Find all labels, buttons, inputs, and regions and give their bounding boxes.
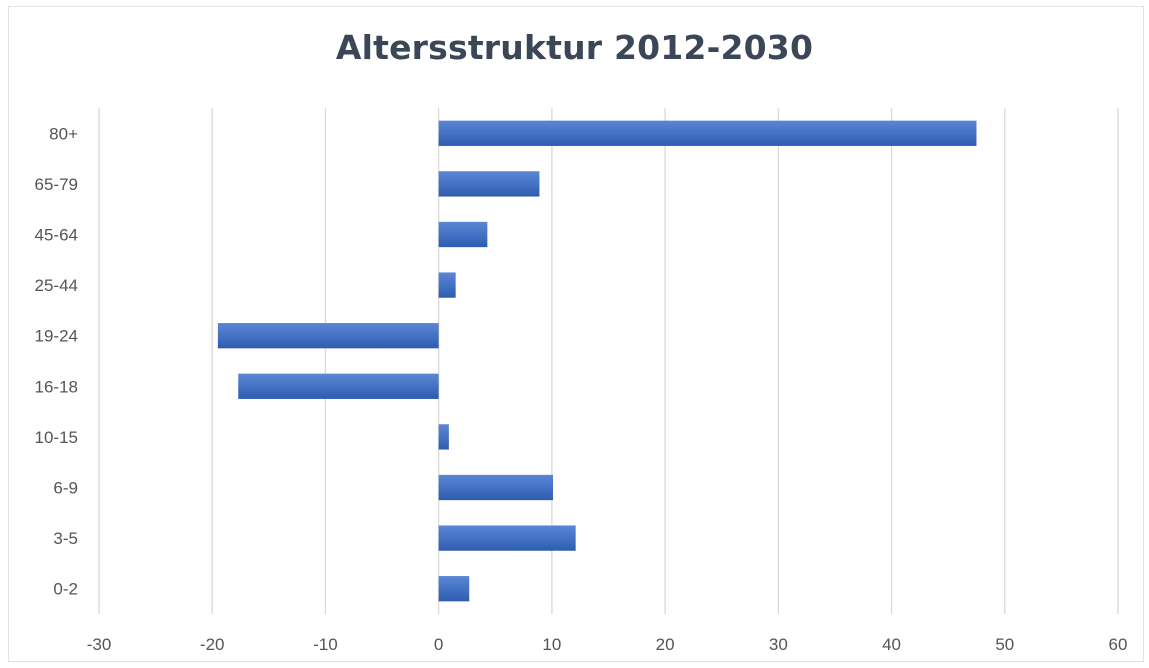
x-axis-labels: -30 -20 -10 0 10 20 30 40 50 60 <box>87 635 1128 654</box>
y-tick-label: 16-18 <box>35 377 78 396</box>
y-tick-label: 65-79 <box>35 175 78 194</box>
x-tick-label: 40 <box>882 635 901 654</box>
y-tick-label: 80+ <box>49 124 78 143</box>
chart-frame <box>8 6 1144 662</box>
y-tick-label: 6-9 <box>53 479 78 498</box>
y-axis-labels: 0-2 3-5 6-9 10-15 16-18 19-24 25-44 45-64 65-79 8… <box>35 124 79 598</box>
x-tick-label: -20 <box>200 635 225 654</box>
y-tick-label: 45-64 <box>35 226 78 245</box>
bar-16-18 <box>238 373 439 399</box>
x-tick-label: 30 <box>769 635 788 654</box>
x-tick-label: 50 <box>995 635 1014 654</box>
y-tick-label: 3-5 <box>53 529 78 548</box>
bar-0-2 <box>438 576 470 602</box>
x-tick-label: -30 <box>87 635 112 654</box>
bar-45-64 <box>438 221 488 248</box>
bar-3-5 <box>438 525 576 551</box>
bars <box>217 120 977 602</box>
x-tick-label: 10 <box>542 635 561 654</box>
y-tick-label: 25-44 <box>35 276 78 295</box>
x-tick-label: 20 <box>656 635 675 654</box>
bar-10-15 <box>438 424 449 450</box>
bar-65-79 <box>438 171 540 197</box>
bar-25-44 <box>438 272 456 298</box>
bar-19-24 <box>217 323 439 349</box>
y-tick-label: 0-2 <box>53 580 78 599</box>
bar-80+ <box>438 120 977 146</box>
x-tick-label: -10 <box>313 635 338 654</box>
bar-6-9 <box>438 474 554 501</box>
x-tick-label: 0 <box>434 635 443 654</box>
y-tick-label: 10-15 <box>35 428 78 447</box>
x-tick-label: 60 <box>1109 635 1128 654</box>
chart-title: Altersstruktur 2012-2030 <box>335 28 814 67</box>
y-tick-label: 19-24 <box>35 327 78 346</box>
gridlines <box>98 108 1119 614</box>
